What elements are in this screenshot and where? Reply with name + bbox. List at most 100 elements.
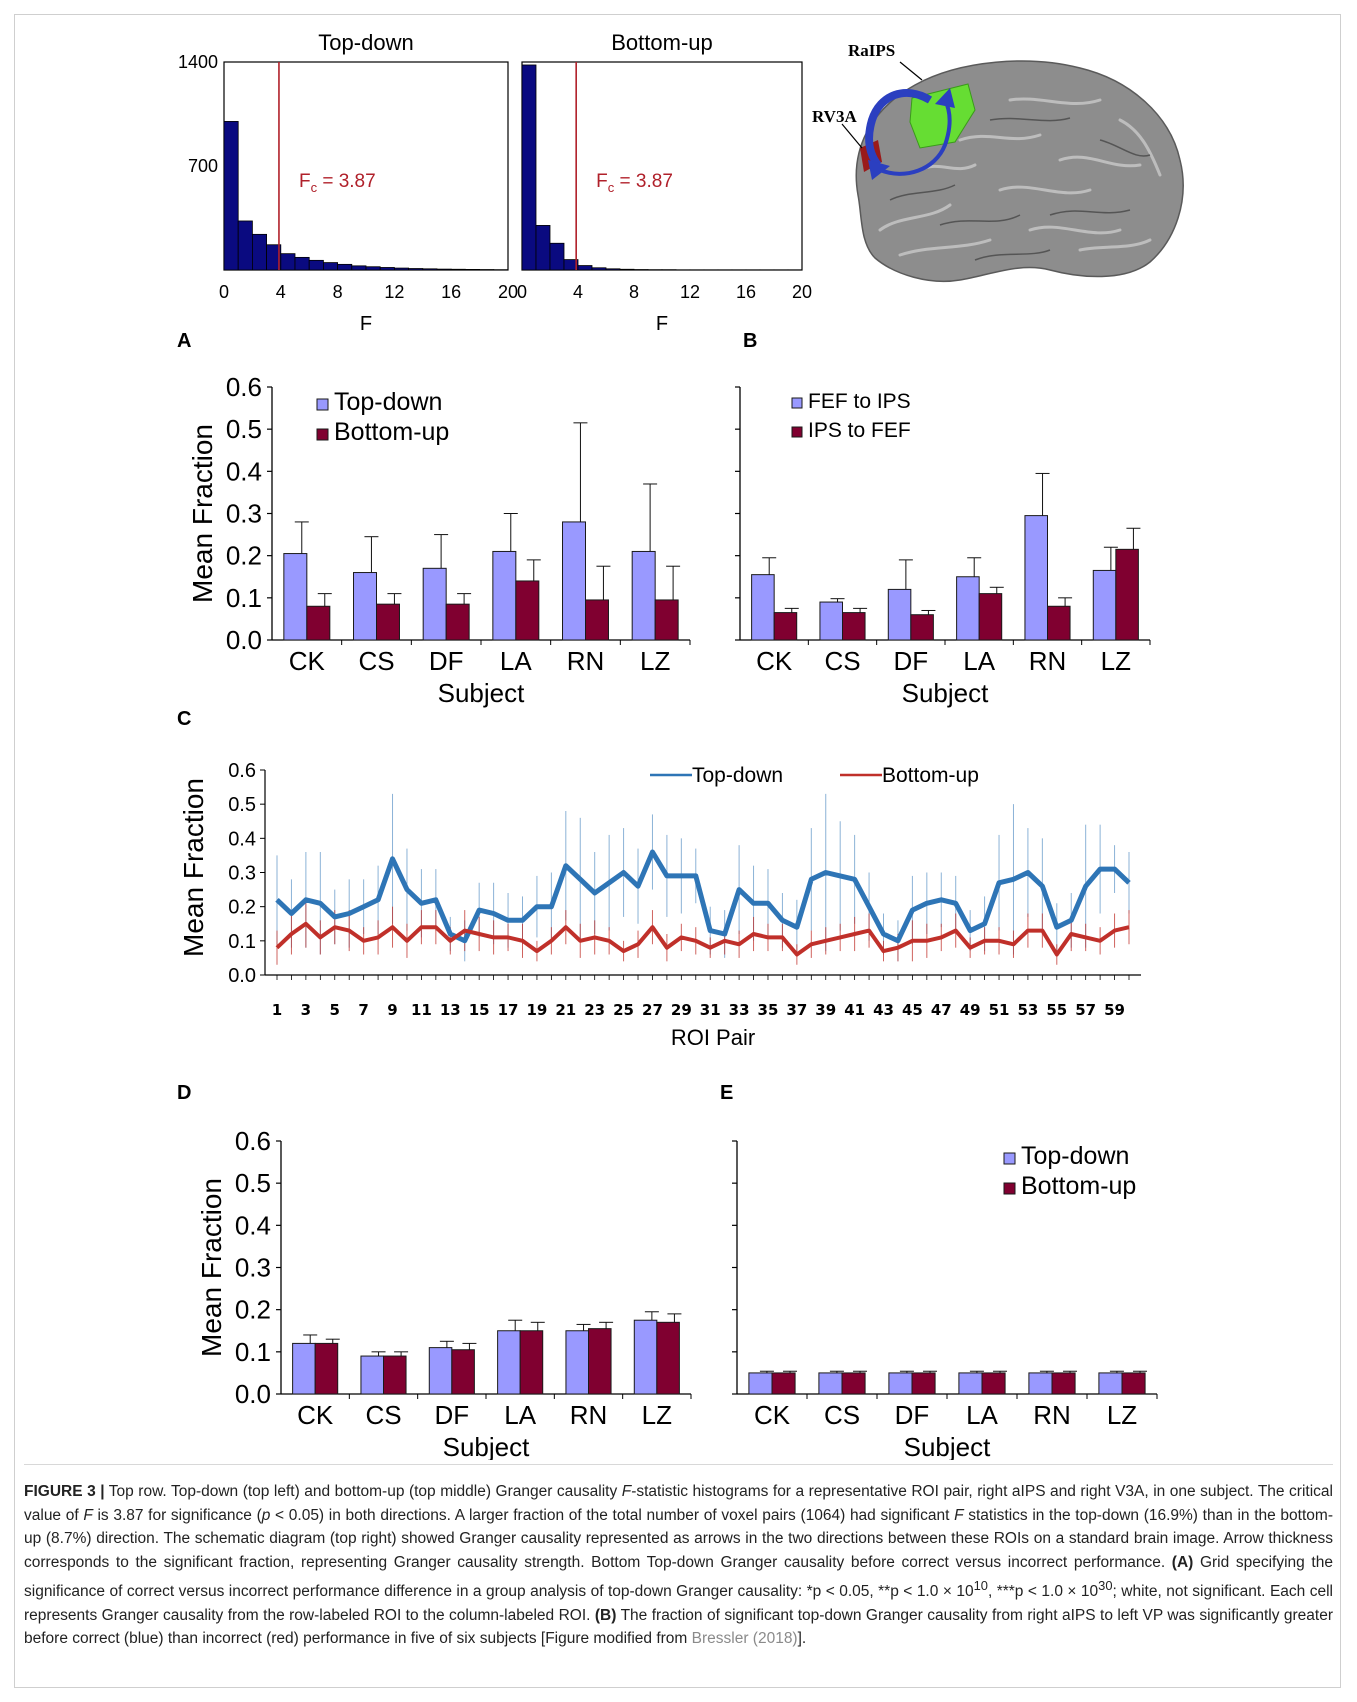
bar: [353, 572, 378, 641]
x-tick-label: LZ: [1101, 646, 1131, 676]
histogram-bar: [535, 225, 551, 271]
bar: [1051, 1372, 1076, 1395]
caption-separator: [24, 1464, 1333, 1465]
bar: [314, 1342, 339, 1395]
y-tick-label: 0.0: [226, 625, 262, 655]
x-tick-label: 1: [272, 1001, 282, 1019]
caption-exponent: 10: [973, 1578, 988, 1593]
histogram-bar: [308, 259, 324, 271]
bar: [492, 550, 517, 641]
x-tick-label: 15: [469, 1001, 490, 1019]
x-tick-label: 9: [387, 1001, 397, 1019]
bar: [445, 603, 470, 641]
y-tick-label: 0.1: [228, 931, 256, 953]
histogram-bar: [422, 268, 438, 271]
series-line: [275, 849, 1131, 944]
x-tick-label: 51: [989, 1001, 1010, 1019]
histogram-title: Top-down: [318, 30, 413, 55]
caption-text: statistics in the top-down (16.9%) than …: [24, 1506, 1333, 1571]
x-axis-label: Subject: [902, 678, 989, 708]
x-tick-label: DF: [429, 646, 464, 676]
x-tick-label: RN: [570, 1400, 608, 1430]
x-tick-label: 16: [441, 282, 461, 302]
bar: [751, 574, 775, 641]
x-tick-label: 29: [671, 1001, 692, 1019]
brain-gyri: [878, 97, 1162, 257]
caption-reference-link[interactable]: Bressler (2018): [691, 1630, 798, 1648]
caption-figure-label: FIGURE 3 |: [24, 1483, 105, 1500]
brain-sulci: [889, 117, 1151, 261]
panel-label-b: B: [743, 330, 758, 352]
caption-text: -statistic histograms for a representati…: [24, 1483, 1333, 1524]
y-axis-label: Mean Fraction: [187, 424, 218, 603]
y-tick-label: 0.4: [235, 1210, 271, 1240]
histogram-bar: [294, 256, 310, 271]
x-tick-label: 33: [729, 1001, 750, 1019]
legend-swatch: [316, 428, 329, 441]
x-tick-label: 20: [792, 282, 812, 302]
x-tick-label: CK: [756, 646, 793, 676]
label-leader-raips: [899, 61, 923, 81]
bar: [383, 1355, 407, 1395]
x-tick-label: CS: [824, 646, 860, 676]
figure-frame: [14, 14, 1341, 1688]
x-tick-label: 31: [700, 1001, 721, 1019]
histogram-bar: [549, 242, 565, 271]
y-tick-label: 1400: [178, 52, 218, 72]
y-tick-label: 0.5: [228, 794, 256, 816]
x-tick-label: RN: [1029, 646, 1067, 676]
x-tick-label: 12: [384, 282, 404, 302]
bar: [633, 1319, 658, 1395]
bar: [562, 521, 587, 641]
x-tick-label: 12: [680, 282, 700, 302]
x-tick-label: 19: [526, 1001, 547, 1019]
x-tick-label: 53: [1017, 1001, 1038, 1019]
panel-label-d: D: [177, 1082, 192, 1104]
y-axis-label: Mean Fraction: [196, 1178, 227, 1357]
y-tick-label: 0.5: [226, 414, 262, 444]
x-axis-label: ROI Pair: [671, 1025, 755, 1050]
caption-text: ].: [797, 1630, 807, 1648]
legend-label: IPS to FEF: [808, 419, 911, 442]
histogram-bar: [591, 267, 607, 271]
arrowhead-topdown: [868, 160, 890, 180]
bar: [376, 603, 400, 641]
histogram-hist-topdown: Fc = 3.87 Top-down 0 4 8 12 16 20 700 1400 F: [178, 30, 518, 335]
histogram-bar: [365, 266, 381, 271]
histogram-bar: [280, 253, 296, 271]
bar: [656, 1321, 680, 1395]
legend-label: Top-down: [334, 388, 442, 416]
x-axis-label: Subject: [438, 678, 525, 708]
x-tick-label: 4: [276, 282, 286, 302]
y-tick-label: 0.1: [226, 583, 262, 613]
legend-label: Top-down: [1021, 1142, 1129, 1170]
bar: [1098, 1372, 1123, 1395]
bar: [978, 593, 1003, 641]
y-tick-label: 0.0: [228, 965, 256, 987]
bar: [1115, 548, 1139, 641]
bar: [981, 1372, 1006, 1395]
caption-text: ; white, not significant. Each cell repr…: [24, 1583, 1333, 1624]
histogram-bar: [436, 268, 452, 271]
bar: [654, 599, 679, 641]
bar: [911, 1372, 936, 1395]
bar-chart-bar-b-left: 0.0 0.1 0.2 0.3 0.4 0.5 0.6 CK CS DF LA RN LZ Subject…: [187, 372, 691, 708]
bar: [360, 1355, 385, 1395]
x-tick-label: 41: [844, 1001, 865, 1019]
legend-swatch: [1003, 1152, 1016, 1165]
histogram-bar: [464, 269, 480, 271]
x-tick-label: 43: [873, 1001, 894, 1019]
y-tick-label: 0.5: [235, 1168, 271, 1198]
x-tick-label: 57: [1075, 1001, 1096, 1019]
series-line: [275, 921, 1130, 957]
panel-label-e: E: [720, 1082, 734, 1104]
causality-arrow-bottomup: [879, 99, 952, 176]
x-tick-label: 39: [815, 1001, 836, 1019]
legend-label: Bottom-up: [334, 418, 449, 446]
x-tick-label: 8: [629, 282, 639, 302]
label-rv3a: RV3A: [812, 107, 857, 126]
histogram-bar: [223, 121, 239, 271]
x-tick-label: 13: [440, 1001, 461, 1019]
bar: [519, 1330, 544, 1395]
x-axis-label: Subject: [904, 1432, 991, 1460]
